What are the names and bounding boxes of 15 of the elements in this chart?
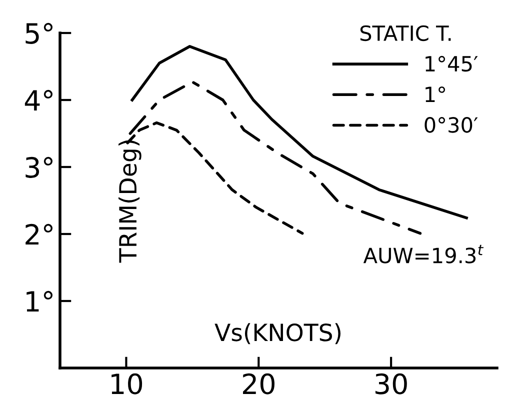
y-tick-label: 4° <box>24 90 52 111</box>
legend-label: 1° <box>426 86 446 102</box>
annotation: AUW=19.3$^{t}$ <box>363 244 484 264</box>
legend-label: 1°45′ <box>426 56 478 72</box>
y-tick-label: 1° <box>26 290 52 312</box>
legend-label: 0°30′ <box>424 117 478 133</box>
legend-title: STATIC T. <box>360 25 451 42</box>
y-tick-label: 2° <box>26 224 52 245</box>
y-tick-label: 5° <box>26 22 52 44</box>
x-tick-label: 10 <box>112 373 142 394</box>
y-tick-label: 3° <box>26 156 52 178</box>
x-tick-label: 30 <box>376 373 407 394</box>
y-axis-title: TRIM(Deg) <box>118 140 142 263</box>
x-tick-label: 20 <box>243 373 274 394</box>
x-axis-title: Vs(KNOTS) <box>214 323 340 344</box>
